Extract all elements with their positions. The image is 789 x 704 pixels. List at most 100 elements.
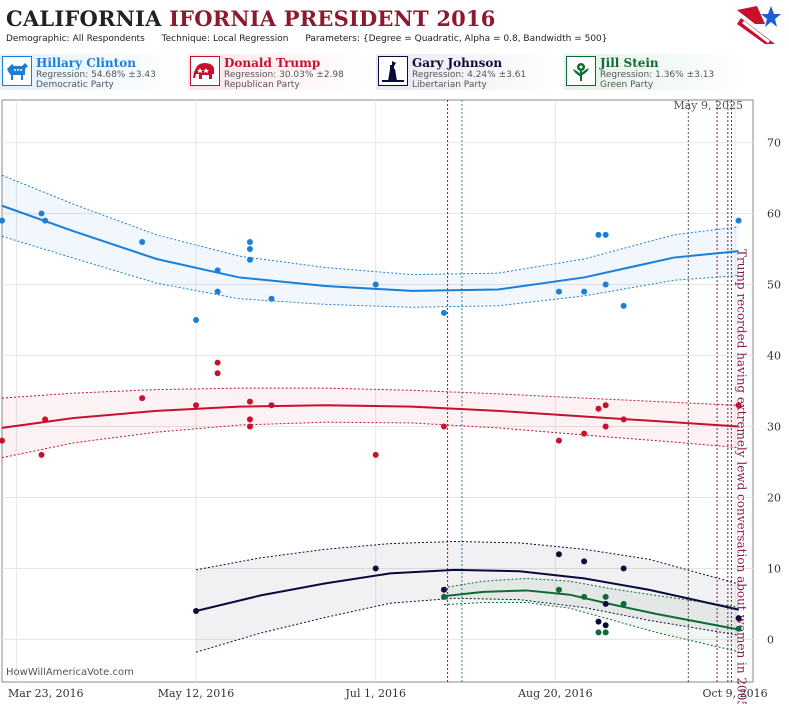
- event-annotation: Trump recorded having extremely lewd con…: [734, 249, 748, 704]
- band-upper-line: [1, 174, 739, 276]
- poll-point: [555, 551, 562, 558]
- parameters-line: Demographic: All Respondents Technique: Lo…: [6, 34, 622, 44]
- poll-point: [246, 238, 253, 245]
- poll-point: [555, 586, 562, 593]
- band-lower-line: [1, 235, 739, 308]
- candidate-name: Gary Johnson: [412, 56, 503, 70]
- confidence-band: [2, 388, 739, 458]
- confidence-band: [443, 578, 739, 652]
- y-tick-label: 20: [767, 491, 781, 504]
- poll-point: [555, 288, 562, 295]
- trend-lines: [1, 204, 739, 631]
- poll-point: [372, 281, 379, 288]
- liberty-statue-icon: [378, 56, 408, 86]
- candidate-card-stein[interactable]: Jill Stein Regression: 1.36% ±3.13 Green…: [564, 54, 750, 90]
- candidate-card-johnson[interactable]: Gary Johnson Regression: 4.24% ±3.61 Lib…: [376, 54, 562, 90]
- candidate-regression: Regression: 30.03% ±2.98: [224, 70, 344, 80]
- candidate-party: Republican Party: [224, 80, 300, 90]
- candidate-regression: Regression: 1.36% ±3.13: [600, 70, 715, 80]
- band-upper-line: [443, 577, 739, 608]
- confidence-band: [196, 541, 739, 653]
- poll-point: [735, 402, 742, 409]
- poll-point: [214, 288, 221, 295]
- flower-icon: [566, 56, 596, 86]
- poll-point: [555, 437, 562, 444]
- poll-point: [38, 451, 45, 458]
- poll-point: [581, 558, 588, 565]
- param-key: Technique:: [161, 34, 211, 44]
- poll-point: [595, 231, 602, 238]
- candidate-legend: Hillary Clinton Regression: 54.68% ±3.43…: [0, 52, 789, 92]
- poll-point: [268, 295, 275, 302]
- trend-line: [1, 404, 739, 429]
- title-state: CALIFORNIA: [6, 6, 162, 31]
- poll-point: [620, 302, 627, 309]
- poll-point: [620, 416, 627, 423]
- candidate-name: Hillary Clinton: [36, 56, 136, 70]
- poll-point: [602, 423, 609, 430]
- poll-point: [620, 600, 627, 607]
- poll-point: [735, 625, 742, 632]
- poll-point: [0, 437, 5, 444]
- poll-point: [735, 217, 742, 224]
- poll-chart: Trump recorded having extremely lewd con…: [0, 99, 781, 704]
- poll-point: [0, 217, 5, 224]
- candidate-card-clinton[interactable]: Hillary Clinton Regression: 54.68% ±3.43…: [0, 54, 186, 90]
- poll-point: [440, 423, 447, 430]
- candidate-party: Green Party: [600, 80, 654, 90]
- donkey-icon: [2, 56, 32, 86]
- candidate-name: Jill Stein: [600, 56, 659, 70]
- y-tick-label: 60: [767, 208, 781, 221]
- x-tick-label: Aug 20, 2016: [517, 687, 593, 700]
- poll-point: [602, 629, 609, 636]
- poll-point: [735, 615, 742, 622]
- param-value: {Degree = Quadratic, Alpha = 0.8, Bandwi…: [362, 34, 608, 44]
- poll-point: [595, 405, 602, 412]
- poll-point: [620, 565, 627, 572]
- poll-point: [595, 629, 602, 636]
- y-tick-label: 70: [767, 137, 781, 150]
- poll-point: [602, 593, 609, 600]
- candidate-regression: Regression: 54.68% ±3.43: [36, 70, 156, 80]
- poll-point: [246, 416, 253, 423]
- band-upper-line: [195, 540, 739, 585]
- y-tick-label: 50: [767, 279, 781, 292]
- poll-point: [139, 395, 146, 402]
- candidate-regression: Regression: 4.24% ±3.61: [412, 70, 527, 80]
- title-race: IFORNIA PRESIDENT 2016: [169, 6, 496, 31]
- poll-point: [372, 451, 379, 458]
- x-tick-label: Oct 9, 2016: [702, 687, 767, 700]
- poll-point: [602, 402, 609, 409]
- trend-line: [195, 568, 739, 612]
- candidate-name: Donald Trump: [224, 56, 321, 70]
- y-tick-label: 0: [767, 633, 774, 646]
- x-tick-label: May 12, 2016: [158, 687, 235, 700]
- trend-line: [443, 589, 739, 631]
- poll-point: [214, 359, 221, 366]
- poll-point: [246, 256, 253, 263]
- site-logo-icon[interactable]: [735, 4, 781, 46]
- poll-point: [581, 288, 588, 295]
- confidence-bands: [1, 174, 739, 653]
- poll-point: [139, 238, 146, 245]
- poll-point: [440, 309, 447, 316]
- poll-point: [440, 586, 447, 593]
- param-value: All Respondents: [72, 34, 145, 44]
- poll-point: [602, 231, 609, 238]
- poll-point: [193, 402, 200, 409]
- poll-points: [0, 210, 742, 636]
- event-lines: Trump recorded having extremely lewd con…: [447, 100, 748, 704]
- y-tick-label: 10: [767, 562, 781, 575]
- poll-point: [602, 622, 609, 629]
- band-lower-line: [195, 597, 739, 653]
- band-lower-line: [1, 421, 739, 459]
- elephant-icon: [190, 56, 220, 86]
- poll-point: [602, 600, 609, 607]
- param-key: Demographic:: [6, 34, 70, 44]
- poll-point: [193, 608, 200, 615]
- candidate-party: Libertarian Party: [412, 80, 487, 90]
- candidate-card-trump[interactable]: Donald Trump Regression: 30.03% ±2.98 Re…: [188, 54, 374, 90]
- poll-point: [581, 430, 588, 437]
- poll-point: [246, 423, 253, 430]
- param-value: Local Regression: [213, 34, 289, 44]
